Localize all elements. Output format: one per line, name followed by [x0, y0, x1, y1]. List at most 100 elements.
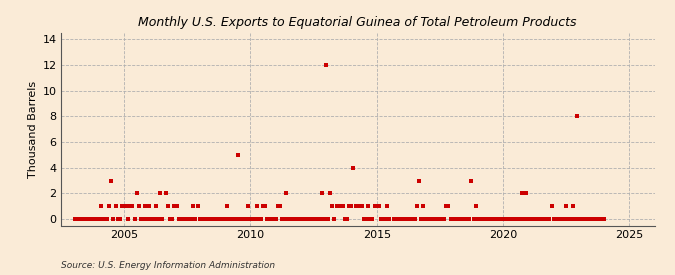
Point — [251, 204, 262, 208]
Point — [224, 217, 235, 221]
Point — [401, 217, 412, 221]
Point — [504, 217, 515, 221]
Point — [291, 217, 302, 221]
Point — [535, 217, 546, 221]
Point — [405, 217, 416, 221]
Point — [294, 217, 304, 221]
Point — [112, 217, 123, 221]
Point — [424, 217, 435, 221]
Point — [363, 204, 374, 208]
Point — [133, 204, 144, 208]
Point — [477, 217, 487, 221]
Point — [262, 217, 273, 221]
Point — [445, 217, 456, 221]
Point — [335, 204, 346, 208]
Point — [553, 217, 564, 221]
Point — [483, 217, 494, 221]
Point — [458, 217, 468, 221]
Point — [373, 204, 384, 208]
Point — [582, 217, 593, 221]
Point — [468, 217, 479, 221]
Point — [76, 217, 87, 221]
Point — [563, 217, 574, 221]
Point — [260, 204, 271, 208]
Point — [358, 217, 369, 221]
Point — [559, 217, 570, 221]
Point — [186, 217, 197, 221]
Point — [289, 217, 300, 221]
Point — [82, 217, 93, 221]
Point — [411, 204, 422, 208]
Text: Source: U.S. Energy Information Administration: Source: U.S. Energy Information Administ… — [61, 260, 275, 270]
Point — [279, 217, 290, 221]
Point — [180, 217, 190, 221]
Point — [354, 204, 365, 208]
Point — [340, 217, 350, 221]
Point — [258, 204, 269, 208]
Point — [350, 204, 361, 208]
Point — [352, 204, 363, 208]
Point — [190, 217, 201, 221]
Point — [514, 217, 525, 221]
Point — [123, 217, 134, 221]
Point — [182, 217, 192, 221]
Point — [315, 217, 325, 221]
Point — [121, 204, 132, 208]
Point — [493, 217, 504, 221]
Point — [283, 217, 294, 221]
Point — [125, 204, 136, 208]
Point — [74, 217, 85, 221]
Point — [491, 217, 502, 221]
Point — [485, 217, 496, 221]
Point — [595, 217, 605, 221]
Point — [375, 217, 386, 221]
Point — [342, 217, 352, 221]
Point — [136, 217, 146, 221]
Point — [117, 204, 128, 208]
Point — [430, 217, 441, 221]
Point — [98, 217, 109, 221]
Point — [527, 217, 538, 221]
Point — [533, 217, 544, 221]
Point — [219, 217, 230, 221]
Point — [470, 204, 481, 208]
Point — [275, 204, 286, 208]
Point — [567, 204, 578, 208]
Point — [542, 217, 553, 221]
Point — [462, 217, 472, 221]
Point — [72, 217, 83, 221]
Point — [325, 191, 336, 196]
Point — [217, 217, 228, 221]
Point — [382, 204, 393, 208]
Point — [285, 217, 296, 221]
Point — [270, 217, 281, 221]
Point — [91, 217, 102, 221]
Point — [144, 204, 155, 208]
Point — [331, 204, 342, 208]
Point — [165, 217, 176, 221]
Point — [249, 217, 260, 221]
Point — [221, 204, 232, 208]
Point — [129, 217, 140, 221]
Point — [472, 217, 483, 221]
Point — [565, 217, 576, 221]
Point — [167, 217, 178, 221]
Point — [360, 217, 371, 221]
Point — [306, 217, 317, 221]
Point — [437, 217, 448, 221]
Point — [367, 217, 378, 221]
Point — [200, 217, 211, 221]
Point — [319, 217, 329, 221]
Point — [243, 204, 254, 208]
Point — [447, 217, 458, 221]
Point — [597, 217, 608, 221]
Point — [247, 217, 258, 221]
Point — [540, 217, 551, 221]
Point — [420, 217, 431, 221]
Point — [226, 217, 237, 221]
Point — [230, 217, 241, 221]
Point — [546, 204, 557, 208]
Point — [228, 217, 239, 221]
Point — [85, 217, 96, 221]
Point — [561, 204, 572, 208]
